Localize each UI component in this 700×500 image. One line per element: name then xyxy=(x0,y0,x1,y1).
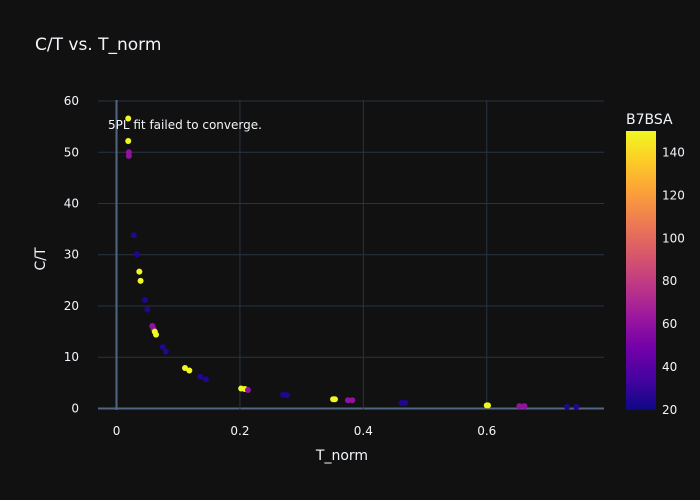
y-tick-label: 20 xyxy=(64,299,79,313)
data-point[interactable] xyxy=(563,403,570,410)
points-layer xyxy=(125,115,580,410)
data-point[interactable] xyxy=(162,348,169,355)
data-point[interactable] xyxy=(521,403,528,410)
x-tick-label: 0 xyxy=(113,424,121,438)
data-point[interactable] xyxy=(130,232,137,239)
data-point[interactable] xyxy=(349,397,356,404)
data-point[interactable] xyxy=(159,343,166,350)
colorbar-tick-label: 40 xyxy=(662,360,677,374)
colorbar-gradient xyxy=(626,131,656,410)
data-point[interactable] xyxy=(197,373,204,380)
x-axis-title: T_norm xyxy=(315,448,368,464)
data-point[interactable] xyxy=(202,376,209,383)
data-point[interactable] xyxy=(331,396,338,403)
data-point[interactable] xyxy=(182,364,189,371)
colorbar-tick-label: 20 xyxy=(662,403,677,417)
grid-layer xyxy=(98,100,604,410)
colorbar-tick-label: 60 xyxy=(662,317,677,331)
y-tick-label: 30 xyxy=(64,248,79,262)
ticks-layer: 0 10 20 30 40 50 60 0 0.2 0.4 0.6 xyxy=(64,94,497,438)
data-point[interactable] xyxy=(186,367,193,374)
colorbar-ticks: 20 40 60 80 100 120 140 xyxy=(662,145,685,417)
chart-title: C/T vs. T_norm xyxy=(35,35,161,55)
colorbar: B7BSA 20 40 60 80 100 120 140 xyxy=(626,112,685,417)
y-tick-label: 50 xyxy=(64,145,79,159)
data-point[interactable] xyxy=(484,402,491,409)
x-tick-label: 0.2 xyxy=(230,424,249,438)
data-point[interactable] xyxy=(125,115,132,122)
colorbar-tick-label: 120 xyxy=(662,188,685,202)
x-tick-label: 0.6 xyxy=(477,424,496,438)
y-tick-label: 40 xyxy=(64,197,79,211)
colorbar-title: B7BSA xyxy=(626,112,673,128)
data-point[interactable] xyxy=(133,251,140,258)
y-tick-label: 60 xyxy=(64,94,79,108)
x-tick-label: 0.4 xyxy=(354,424,373,438)
y-axis-title: C/T xyxy=(33,247,49,270)
data-point[interactable] xyxy=(144,306,151,313)
fit-annotation: 5PL fit failed to converge. xyxy=(108,118,262,132)
data-point[interactable] xyxy=(125,152,132,159)
y-tick-label: 0 xyxy=(71,401,79,415)
colorbar-tick-label: 80 xyxy=(662,274,677,288)
y-tick-label: 10 xyxy=(64,350,79,364)
data-point[interactable] xyxy=(136,268,143,275)
data-point[interactable] xyxy=(344,397,351,404)
data-point[interactable] xyxy=(402,399,409,406)
data-point[interactable] xyxy=(153,331,160,338)
data-point[interactable] xyxy=(283,392,290,399)
data-point[interactable] xyxy=(244,387,251,394)
colorbar-tick-label: 100 xyxy=(662,231,685,245)
data-point[interactable] xyxy=(125,137,132,144)
data-point[interactable] xyxy=(573,403,580,410)
colorbar-tick-label: 140 xyxy=(662,145,685,159)
data-point[interactable] xyxy=(141,296,148,303)
data-point[interactable] xyxy=(137,277,144,284)
data-point[interactable] xyxy=(516,403,523,410)
